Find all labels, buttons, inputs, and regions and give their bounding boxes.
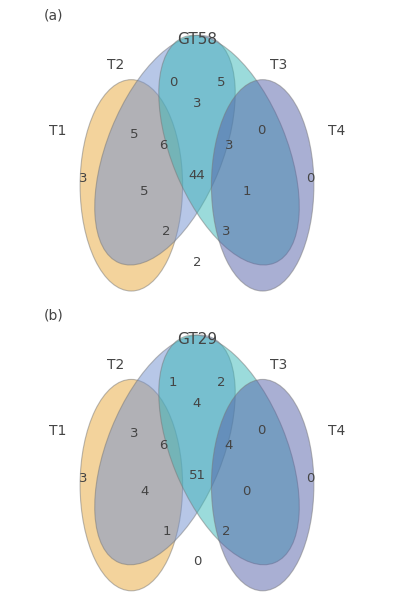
- Ellipse shape: [212, 379, 314, 591]
- Text: 0: 0: [307, 472, 315, 485]
- Text: T1: T1: [49, 424, 66, 437]
- Text: 5: 5: [140, 185, 149, 198]
- Text: 0: 0: [307, 172, 315, 185]
- Text: 2: 2: [162, 225, 171, 238]
- Text: T4: T4: [328, 124, 345, 138]
- Text: T1: T1: [49, 124, 66, 138]
- Text: 44: 44: [189, 169, 205, 182]
- Text: T3: T3: [270, 58, 287, 72]
- Text: 2: 2: [217, 376, 225, 389]
- Text: 0: 0: [193, 556, 201, 568]
- Text: 3: 3: [225, 139, 233, 152]
- Text: GT58: GT58: [177, 32, 217, 47]
- Text: 3: 3: [193, 97, 201, 110]
- Text: 0: 0: [242, 485, 251, 498]
- Text: 3: 3: [221, 225, 230, 238]
- Text: 4: 4: [140, 485, 149, 498]
- Text: 0: 0: [169, 76, 177, 89]
- Text: 6: 6: [159, 139, 167, 152]
- Text: T2: T2: [107, 358, 124, 372]
- Ellipse shape: [212, 80, 314, 291]
- Text: 3: 3: [79, 472, 87, 485]
- Text: 4: 4: [193, 397, 201, 410]
- Text: 5: 5: [130, 128, 139, 140]
- Text: 5: 5: [217, 76, 225, 89]
- Ellipse shape: [95, 35, 235, 265]
- Text: 2: 2: [221, 525, 230, 538]
- Text: T3: T3: [270, 358, 287, 372]
- Text: T4: T4: [328, 424, 345, 437]
- Ellipse shape: [159, 335, 299, 565]
- Text: 2: 2: [193, 256, 201, 269]
- Text: 1: 1: [162, 525, 171, 538]
- Text: 4: 4: [225, 439, 233, 452]
- Ellipse shape: [80, 379, 182, 591]
- Text: 6: 6: [159, 439, 167, 452]
- Text: (b): (b): [43, 308, 63, 323]
- Text: 1: 1: [169, 376, 177, 389]
- Text: (a): (a): [43, 9, 63, 23]
- Text: 3: 3: [130, 427, 139, 440]
- Text: 0: 0: [257, 124, 265, 137]
- Ellipse shape: [95, 335, 235, 565]
- Text: GT29: GT29: [177, 332, 217, 347]
- Text: T2: T2: [107, 58, 124, 72]
- Ellipse shape: [159, 35, 299, 265]
- Text: 3: 3: [79, 172, 87, 185]
- Ellipse shape: [80, 80, 182, 291]
- Text: 51: 51: [188, 469, 206, 482]
- Text: 0: 0: [257, 424, 265, 437]
- Text: 1: 1: [242, 185, 251, 198]
